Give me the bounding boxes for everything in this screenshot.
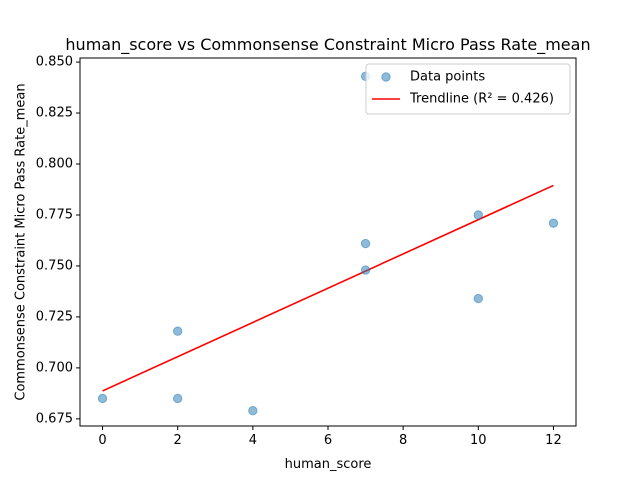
y-tick-label: 0.800 (36, 157, 73, 172)
data-point (548, 218, 559, 228)
plot-area (97, 71, 559, 416)
data-point (473, 293, 484, 304)
data-point (360, 238, 371, 249)
data-point (172, 393, 183, 404)
legend-label-data-points: Data points (410, 70, 485, 85)
x-tick-label: 0 (98, 433, 106, 448)
y-axis: 0.675 0.700 0.725 0.750 0.775 0.800 0.825 0.850 (36, 55, 80, 426)
data-point (473, 210, 484, 220)
x-tick-label: 4 (249, 433, 257, 448)
x-tick-label: 10 (470, 433, 487, 448)
legend-marker-data-points (381, 72, 391, 82)
y-tick-label: 0.775 (36, 207, 73, 222)
data-point (172, 326, 183, 336)
x-axis-label: human_score (285, 457, 372, 472)
y-tick-label: 0.750 (36, 258, 73, 273)
x-axis: 0 2 4 6 8 10 12 (98, 426, 562, 448)
x-tick-label: 6 (324, 433, 332, 448)
x-tick-label: 2 (174, 433, 182, 448)
y-tick-label: 0.700 (36, 360, 73, 375)
data-point (97, 393, 108, 404)
legend-label-trendline: Trendline (R² = 0.426) (409, 92, 554, 107)
legend: Data points Trendline (R² = 0.426) (365, 63, 571, 115)
y-tick-label: 0.725 (36, 309, 73, 324)
y-axis-label: Commonsense Constraint Micro Pass Rate_m… (14, 83, 29, 400)
x-tick-label: 12 (545, 433, 562, 448)
legend-box (365, 63, 571, 115)
chart-title: human_score vs Commonsense Constraint Mi… (65, 35, 590, 55)
data-point (248, 406, 258, 416)
y-tick-label: 0.825 (36, 106, 73, 121)
data-point (360, 265, 371, 275)
x-tick-label: 8 (399, 433, 407, 448)
y-tick-label: 0.850 (36, 55, 73, 70)
y-tick-label: 0.675 (36, 411, 73, 426)
trendline (102, 184, 554, 392)
